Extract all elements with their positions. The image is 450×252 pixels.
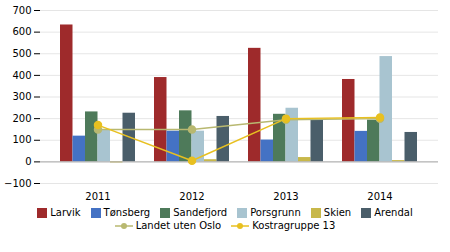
svg-text:100: 100 <box>12 134 31 145</box>
svg-text:300: 300 <box>12 91 31 102</box>
html-text:Sandefjord: Sandefjord <box>173 207 228 218</box>
html-text:Larvik: Larvik <box>50 207 81 218</box>
svg-text:600: 600 <box>12 26 31 37</box>
svg-text:2014: 2014 <box>367 191 392 202</box>
svg-text:400: 400 <box>12 70 31 81</box>
svg-text:700: 700 <box>12 5 31 16</box>
html-text:Porsgrunn: Porsgrunn <box>250 207 301 218</box>
html-text:Arendal: Arendal <box>374 207 413 218</box>
svg-text:2013: 2013 <box>273 191 298 202</box>
html-text:Kostragruppe 13: Kostragruppe 13 <box>252 220 336 231</box>
svg-text:0: 0 <box>25 156 31 167</box>
svg-text:500: 500 <box>12 48 31 59</box>
html-text:Tønsberg: Tønsberg <box>103 207 151 218</box>
svg-text:200: 200 <box>12 113 31 124</box>
html-text:Skien: Skien <box>323 207 352 218</box>
svg-text:−100: −100 <box>4 178 31 189</box>
svg-text:2011: 2011 <box>85 191 110 202</box>
svg-text:2012: 2012 <box>179 191 204 202</box>
html-text:Landet uten Oslo: Landet uten Oslo <box>135 220 222 231</box>
